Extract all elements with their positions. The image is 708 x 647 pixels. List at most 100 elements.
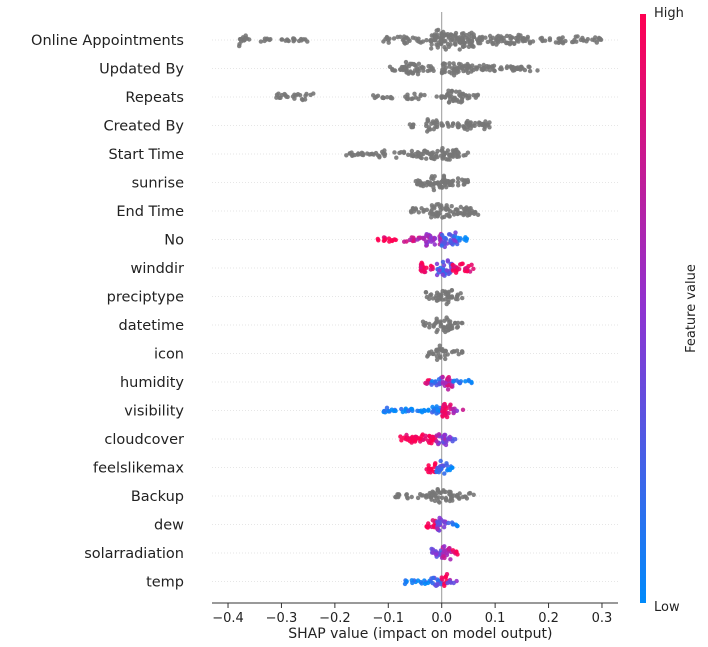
shap-point bbox=[426, 438, 431, 443]
shap-point bbox=[453, 437, 458, 442]
shap-point bbox=[592, 38, 597, 43]
shap-point bbox=[431, 408, 436, 413]
shap-point bbox=[487, 68, 493, 73]
shap-point bbox=[438, 354, 443, 359]
shap-point bbox=[423, 290, 429, 295]
shap-point bbox=[460, 494, 465, 500]
shap-point bbox=[402, 239, 407, 244]
colorbar: High Low Feature value bbox=[640, 6, 699, 615]
shap-point bbox=[402, 435, 407, 440]
shap-point bbox=[438, 324, 443, 329]
shap-point bbox=[453, 238, 458, 243]
shap-point bbox=[427, 321, 432, 327]
feature-label: dew bbox=[154, 518, 184, 534]
feature-label: Updated By bbox=[99, 62, 184, 78]
shap-point bbox=[458, 38, 463, 44]
shap-point bbox=[429, 239, 434, 244]
shap-point bbox=[382, 237, 387, 242]
shap-point bbox=[425, 354, 430, 359]
shap-point bbox=[449, 288, 455, 293]
shap-point bbox=[471, 266, 476, 271]
shap-point bbox=[429, 349, 434, 354]
shap-point bbox=[445, 387, 451, 392]
shap-point bbox=[427, 296, 432, 301]
shap-point bbox=[388, 94, 393, 100]
feature-label: solarradiation bbox=[84, 546, 184, 562]
shap-point bbox=[451, 61, 456, 66]
shap-point bbox=[430, 434, 435, 440]
shap-point bbox=[402, 581, 408, 587]
shap-point bbox=[407, 122, 413, 127]
shap-point bbox=[434, 34, 439, 40]
shap-point bbox=[450, 36, 455, 42]
shap-point bbox=[424, 123, 429, 129]
shap-point bbox=[413, 36, 418, 41]
shap-point bbox=[442, 45, 447, 50]
shap-point bbox=[443, 348, 448, 354]
shap-point bbox=[447, 157, 452, 162]
colorbar-low-label: Low bbox=[654, 600, 680, 615]
shap-point bbox=[391, 36, 397, 41]
shap-point bbox=[471, 67, 476, 73]
shap-point bbox=[409, 406, 415, 412]
shap-point bbox=[447, 61, 452, 66]
feature-label: humidity bbox=[120, 375, 184, 391]
shap-point bbox=[400, 409, 405, 415]
shap-point bbox=[401, 149, 407, 154]
shap-point bbox=[451, 121, 456, 126]
x-tick-label: 0.0 bbox=[431, 611, 452, 626]
shap-point bbox=[431, 185, 436, 190]
x-axis-title: SHAP value (impact on model output) bbox=[288, 626, 552, 642]
shap-point bbox=[435, 487, 440, 493]
shap-point bbox=[438, 319, 443, 324]
shap-point bbox=[430, 266, 435, 272]
shap-point bbox=[444, 498, 449, 503]
shap-point bbox=[456, 69, 461, 74]
shap-point bbox=[387, 64, 393, 70]
shap-point bbox=[485, 39, 490, 45]
shap-point bbox=[540, 38, 545, 44]
shap-point bbox=[442, 182, 448, 188]
shap-point bbox=[439, 185, 445, 190]
shap-point bbox=[452, 149, 457, 155]
feature-label: sunrise bbox=[132, 176, 184, 192]
feature-label: temp bbox=[146, 575, 184, 591]
shap-point bbox=[383, 37, 388, 42]
shap-point bbox=[448, 557, 453, 562]
shap-point bbox=[347, 151, 353, 156]
shap-point bbox=[432, 242, 437, 247]
shap-point bbox=[441, 174, 447, 180]
shap-point bbox=[375, 236, 380, 242]
shap-point bbox=[399, 438, 404, 443]
shap-point bbox=[424, 183, 429, 188]
shap-point bbox=[446, 411, 451, 416]
shap-point bbox=[445, 328, 450, 333]
shap-point bbox=[429, 441, 434, 446]
shap-point bbox=[430, 518, 435, 523]
shap-point bbox=[431, 575, 436, 581]
shap-point bbox=[410, 580, 415, 586]
shap-point bbox=[581, 38, 586, 43]
shap-point bbox=[367, 152, 372, 157]
shap-point bbox=[435, 521, 441, 526]
shap-point bbox=[453, 230, 458, 235]
shap-point bbox=[389, 407, 394, 412]
shap-point bbox=[456, 183, 461, 188]
shap-point bbox=[468, 120, 473, 125]
shap-point bbox=[375, 153, 381, 158]
shap-point bbox=[418, 408, 424, 413]
feature-label: Start Time bbox=[108, 147, 184, 163]
shap-point bbox=[459, 320, 464, 326]
shap-point bbox=[423, 239, 429, 244]
shap-point bbox=[447, 64, 452, 69]
x-tick-label: −0.1 bbox=[373, 611, 405, 626]
shap-point bbox=[291, 36, 297, 41]
shap-point bbox=[444, 406, 449, 411]
shap-point bbox=[411, 61, 416, 67]
shap-point bbox=[527, 68, 533, 74]
shap-point bbox=[410, 206, 416, 212]
shap-point bbox=[440, 347, 445, 352]
shap-point bbox=[292, 92, 297, 97]
shap-point bbox=[516, 32, 521, 38]
shap-point bbox=[465, 127, 470, 132]
